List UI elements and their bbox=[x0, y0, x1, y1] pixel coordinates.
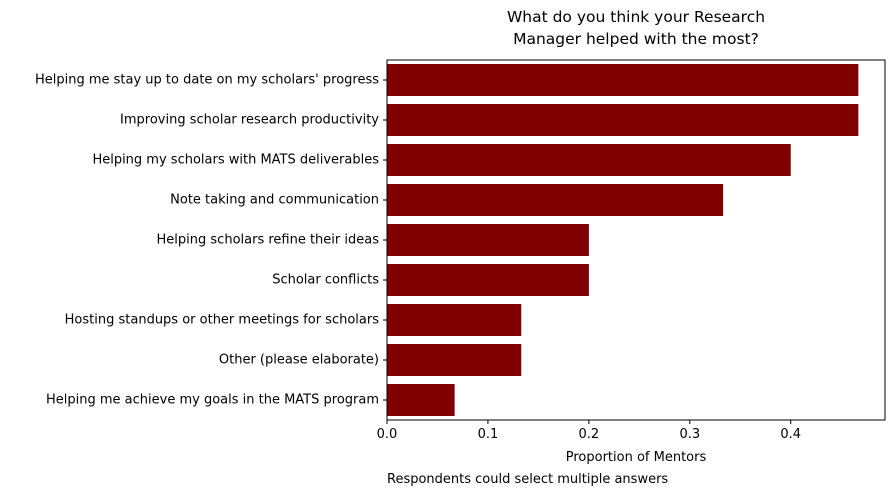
bar bbox=[387, 104, 859, 136]
y-tick-label: Note taking and communication bbox=[170, 193, 379, 208]
chart-footnote: Respondents could select multiple answer… bbox=[387, 472, 669, 487]
x-axis-label: Proportion of Mentors bbox=[565, 450, 707, 465]
y-tick-label: Helping me stay up to date on my scholar… bbox=[35, 73, 379, 88]
bar bbox=[387, 264, 589, 296]
x-tick-label: 0.0 bbox=[377, 427, 398, 442]
y-tick-label: Hosting standups or other meetings for s… bbox=[65, 313, 380, 328]
x-tick-label: 0.1 bbox=[478, 427, 499, 442]
y-tick-label: Helping my scholars with MATS deliverabl… bbox=[92, 153, 379, 168]
bar bbox=[387, 224, 589, 256]
chart-title-line-2: Manager helped with the most? bbox=[513, 30, 759, 48]
x-tick-label: 0.4 bbox=[780, 427, 801, 442]
y-tick-label: Helping me achieve my goals in the MATS … bbox=[46, 393, 379, 408]
y-tick-label: Scholar conflicts bbox=[272, 273, 379, 288]
plot-frame bbox=[386, 59, 886, 421]
bar bbox=[387, 184, 724, 216]
y-tick-label: Helping scholars refine their ideas bbox=[157, 233, 380, 248]
chart-title-line-1: What do you think your Research bbox=[506, 8, 766, 26]
x-tick-label: 0.2 bbox=[579, 427, 600, 442]
bar bbox=[387, 344, 522, 376]
y-tick-label: Other (please elaborate) bbox=[219, 353, 379, 368]
bar bbox=[387, 384, 455, 416]
x-tick-label: 0.3 bbox=[679, 427, 700, 442]
bar bbox=[387, 304, 522, 336]
y-tick-label: Improving scholar research productivity bbox=[120, 113, 379, 128]
bar bbox=[387, 144, 791, 176]
bar bbox=[387, 64, 859, 96]
